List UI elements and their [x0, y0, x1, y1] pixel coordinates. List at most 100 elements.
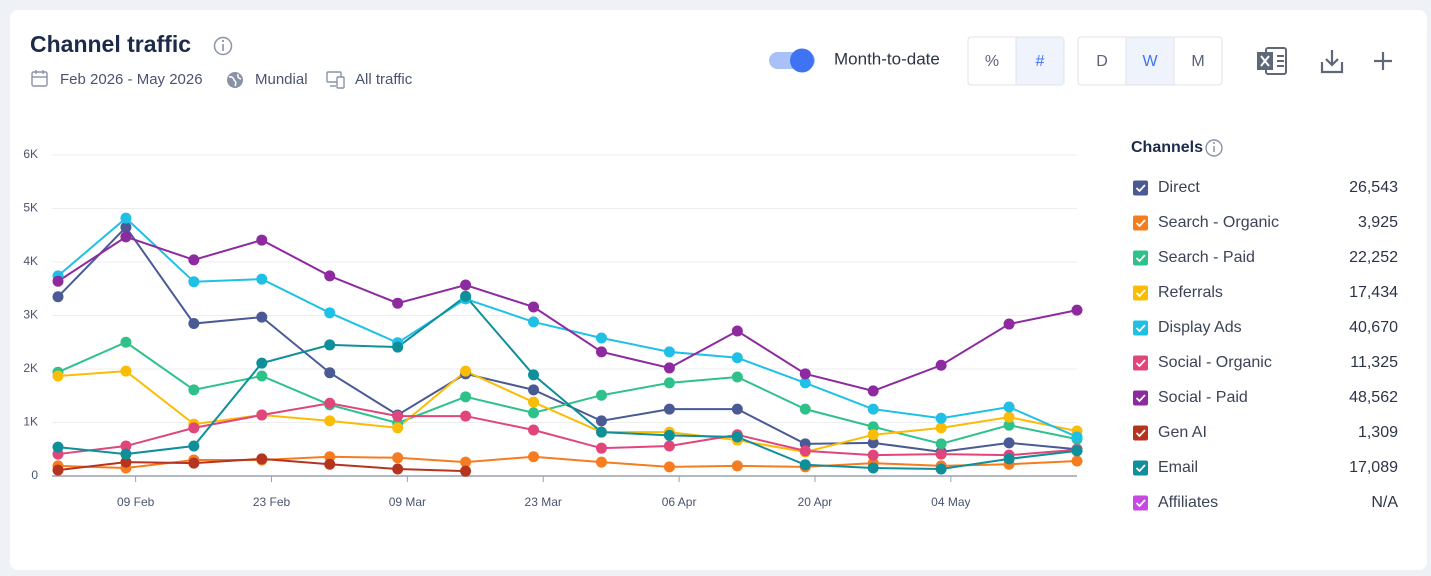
legend-label: Social - Paid [1158, 389, 1248, 406]
data-point [324, 270, 336, 282]
data-point [460, 279, 472, 291]
y-tick-label: 1K [23, 415, 38, 429]
checkmark [1135, 464, 1146, 473]
legend-label: Search - Organic [1158, 214, 1279, 231]
excel-icon[interactable] [1257, 47, 1287, 75]
data-point [595, 346, 607, 358]
legend-total: N/A [1371, 494, 1398, 511]
data-point [1003, 453, 1015, 465]
legend-item[interactable]: Display Ads 40,670 [1133, 319, 1398, 336]
legend-total: 1,309 [1358, 424, 1398, 441]
y-tick-label: 2K [23, 361, 38, 375]
data-point [1003, 411, 1015, 423]
x-tick-label: 04 May [931, 495, 970, 509]
legend-item[interactable]: Social - Organic 11,325 [1133, 354, 1398, 371]
data-point [256, 234, 268, 246]
legend-label: Direct [1158, 179, 1200, 196]
data-point [528, 384, 540, 396]
series-line [57, 235, 1078, 392]
data-point [731, 460, 743, 472]
data-point [935, 412, 947, 424]
data-point [188, 457, 200, 469]
legend-item[interactable]: Email 17,089 [1133, 459, 1398, 476]
checkmark [1135, 499, 1146, 508]
data-point [188, 276, 200, 288]
legend-item[interactable]: Gen AI 1,309 [1133, 424, 1398, 441]
data-point [799, 403, 811, 415]
legend-item[interactable]: Referrals 17,434 [1133, 284, 1398, 301]
legend-checkbox [1133, 355, 1148, 371]
toggle[interactable] [769, 48, 815, 73]
data-point [460, 456, 472, 468]
data-point [663, 346, 675, 358]
data-point [731, 352, 743, 364]
info-icon[interactable] [213, 36, 233, 56]
granularity-button[interactable]: W [1142, 53, 1158, 70]
data-point [392, 410, 404, 422]
data-point [663, 440, 675, 452]
legend-total: 48,562 [1349, 389, 1398, 406]
legend-checkbox [1133, 425, 1148, 441]
legend-total: 26,543 [1349, 179, 1398, 196]
granularity-button[interactable]: M [1191, 53, 1204, 70]
data-point [528, 316, 540, 328]
data-point [1003, 437, 1015, 449]
unit-button[interactable]: # [1036, 53, 1045, 70]
data-point [1071, 431, 1083, 443]
legend-item[interactable]: Search - Paid 22,252 [1133, 249, 1398, 266]
data-point [867, 385, 879, 397]
legend-total: 40,670 [1349, 319, 1398, 336]
title: Channel traffic [30, 31, 191, 57]
data-point [595, 415, 607, 427]
y-tick-label: 6K [23, 147, 38, 161]
region[interactable]: Mundial [255, 71, 308, 88]
calendar-icon [31, 70, 48, 87]
data-point [595, 426, 607, 438]
traffic-filter[interactable]: All traffic [355, 71, 413, 88]
data-point [460, 410, 472, 422]
data-point [188, 440, 200, 452]
data-point [1071, 455, 1083, 467]
add-icon[interactable] [1374, 52, 1392, 70]
data-point [392, 297, 404, 309]
data-point [595, 456, 607, 468]
data-point [1003, 419, 1015, 431]
legend-label: Email [1158, 459, 1198, 476]
y-tick-label: 4K [23, 254, 38, 268]
data-point [528, 396, 540, 408]
data-point [256, 453, 268, 465]
data-point [935, 448, 947, 460]
data-point [460, 290, 472, 302]
data-point [799, 459, 811, 471]
x-tick-label: 06 Apr [662, 495, 697, 509]
data-point [120, 212, 132, 224]
data-point [799, 368, 811, 380]
unit-button[interactable]: % [985, 53, 999, 70]
legend-item[interactable]: Search - Organic 3,925 [1133, 214, 1398, 231]
data-point [595, 389, 607, 401]
legend-item[interactable]: Affiliates N/A [1133, 494, 1398, 511]
legend-checkbox [1133, 285, 1148, 301]
legend-item[interactable]: Social - Paid 48,562 [1133, 389, 1398, 406]
x-tick-label: 23 Feb [253, 495, 291, 509]
data-point [460, 365, 472, 377]
date-range[interactable]: Feb 2026 - May 2026 [60, 71, 203, 88]
data-point [731, 431, 743, 443]
info-icon[interactable] [1205, 139, 1223, 157]
series-line [57, 455, 1078, 469]
data-point [663, 377, 675, 389]
data-point [663, 429, 675, 441]
data-point [52, 464, 64, 476]
data-point [1003, 401, 1015, 413]
data-point [663, 403, 675, 415]
data-point [120, 448, 132, 460]
granularity-button[interactable]: D [1096, 53, 1108, 70]
download-icon[interactable] [1320, 50, 1344, 74]
toggle-label: Month-to-date [834, 49, 940, 68]
checkmark [1135, 254, 1146, 263]
data-point [52, 291, 64, 303]
data-point [460, 465, 472, 477]
checkmark [1135, 324, 1146, 333]
legend-item[interactable]: Direct 26,543 [1133, 179, 1398, 196]
legend-checkbox [1133, 460, 1148, 476]
